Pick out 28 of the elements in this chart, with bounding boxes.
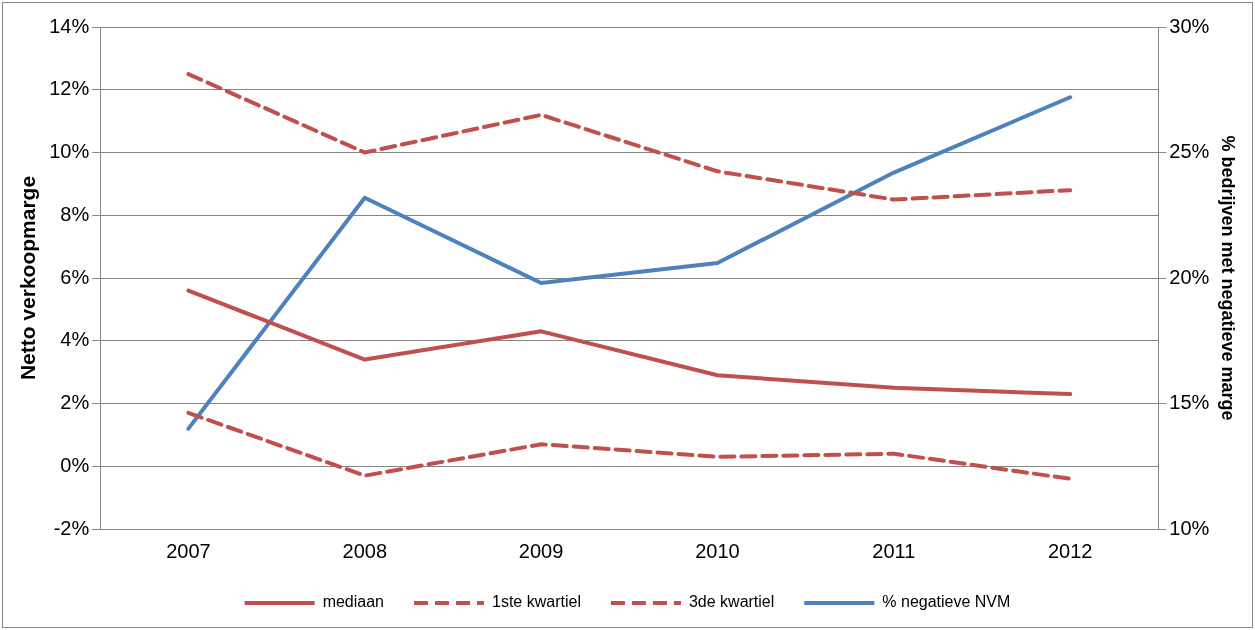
y-tick-label: 8% — [60, 202, 90, 225]
legend-label: mediaan — [322, 593, 385, 611]
legend-label: 3de kwartiel — [688, 593, 775, 611]
y2-tick-label: 20% — [1169, 265, 1210, 288]
y2-tick-label: 10% — [1169, 516, 1210, 539]
legend-label: 1ste kwartiel — [492, 593, 581, 611]
y-tick-label: 4% — [60, 328, 90, 351]
y-tick-label: 6% — [60, 265, 90, 288]
y-tick-label: 14% — [49, 14, 90, 37]
y2-axis-title: % bedrijven met negatieve marge — [1218, 135, 1239, 421]
x-tick-label: 2008 — [342, 539, 388, 562]
x-tick-label: 2010 — [695, 539, 740, 562]
x-tick-label: 2011 — [872, 539, 916, 562]
x-tick-label: 2012 — [1047, 539, 1093, 562]
x-tick-label: 2007 — [166, 539, 211, 562]
y-axis-title: Netto verkoopmarge — [16, 175, 40, 381]
line-series — [186, 410, 1073, 481]
legend-label: % negatieve NVM — [882, 593, 1011, 611]
y-tick-label: 10% — [49, 140, 90, 163]
y2-tick-label: 15% — [1169, 391, 1210, 414]
y-tick-label: -2% — [53, 516, 90, 539]
y2-tick-label: 30% — [1169, 14, 1210, 37]
x-tick-label: 2009 — [518, 539, 564, 562]
line-series — [186, 72, 1073, 202]
y-tick-label: 0% — [60, 453, 90, 476]
y-tick-label: 12% — [49, 77, 90, 100]
y2-tick-label: 25% — [1169, 140, 1210, 163]
y-tick-label: 2% — [60, 391, 90, 414]
